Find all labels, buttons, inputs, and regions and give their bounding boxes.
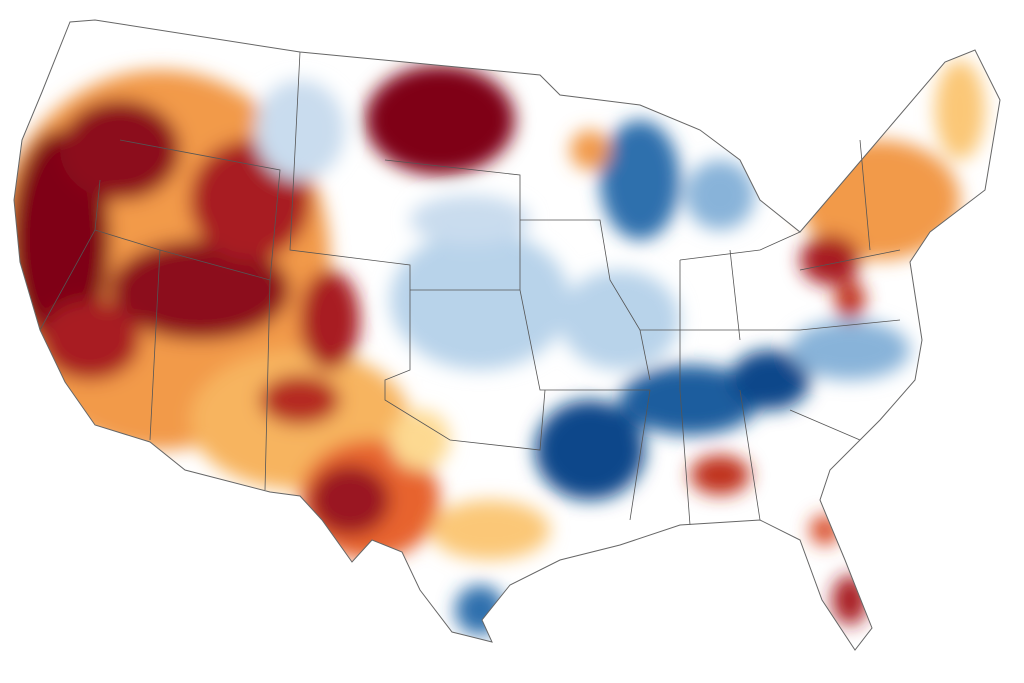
very-dry-area bbox=[832, 575, 868, 625]
wet-area bbox=[600, 120, 680, 240]
wet-area bbox=[790, 320, 910, 380]
very-dry-area bbox=[690, 455, 750, 495]
country-outline bbox=[13, 19, 1001, 651]
wet-area bbox=[255, 80, 345, 180]
wet-area bbox=[685, 160, 755, 230]
very-dry-area bbox=[835, 280, 865, 320]
very-dry-area bbox=[800, 235, 860, 285]
very-dry-area bbox=[110, 240, 290, 340]
very-dry-area bbox=[365, 65, 515, 175]
very-wet-area bbox=[535, 400, 645, 500]
dry-area bbox=[810, 515, 840, 545]
very-wet-area bbox=[730, 350, 810, 410]
very-dry-area bbox=[300, 270, 360, 370]
very-dry-area bbox=[260, 375, 340, 425]
dry-area bbox=[935, 60, 985, 160]
dry-area bbox=[570, 130, 610, 170]
wet-area bbox=[560, 270, 680, 370]
very-wet-area bbox=[620, 365, 760, 435]
dry-area bbox=[390, 410, 450, 470]
very-dry-area bbox=[310, 465, 390, 535]
wet-area bbox=[390, 230, 570, 370]
wet-area bbox=[410, 195, 530, 245]
state-border bbox=[384, 159, 651, 391]
state-border bbox=[629, 231, 901, 526]
dry-area bbox=[430, 500, 550, 560]
state-borders bbox=[39, 51, 901, 526]
very-dry-area bbox=[60, 100, 180, 200]
very-dry-area bbox=[40, 300, 140, 380]
wet-area bbox=[455, 585, 505, 635]
state-border bbox=[789, 139, 901, 441]
state-border bbox=[39, 139, 281, 491]
state-border bbox=[289, 51, 546, 451]
